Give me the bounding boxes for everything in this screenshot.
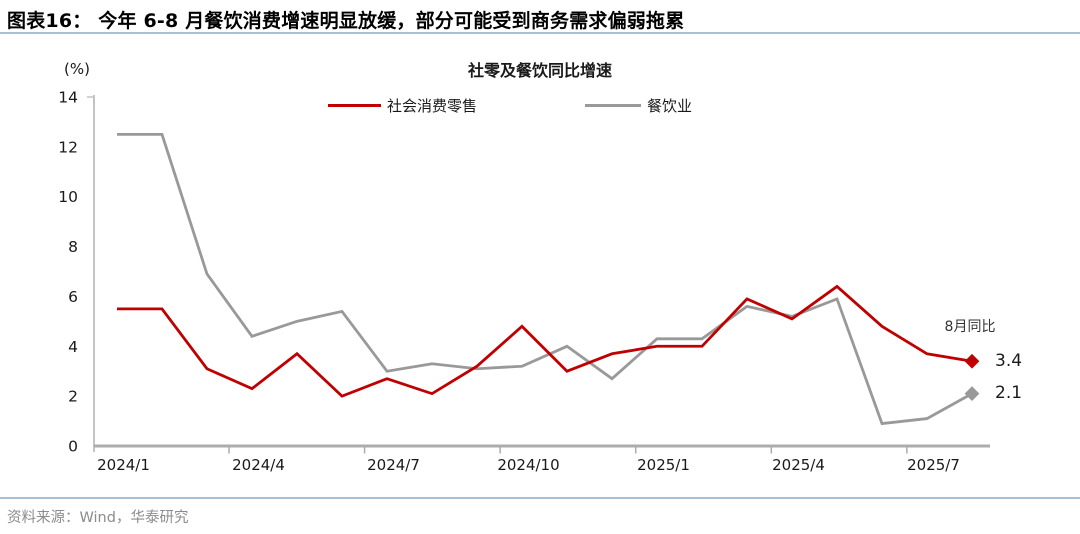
retail-line-swatch	[328, 103, 381, 107]
x-tick-label: 2025/4	[772, 456, 825, 474]
footer-rule	[0, 497, 1080, 499]
y-tick-label: 0	[68, 438, 78, 456]
end-value-catering: 2.1	[995, 383, 1023, 403]
legend-item-retail: 社会消费零售	[328, 96, 478, 115]
source-text: 资料来源：Wind，华泰研究	[7, 510, 189, 526]
end-value-retail: 3.4	[995, 351, 1023, 371]
y-tick-label: 8	[68, 238, 78, 256]
x-tick-label: 2025/1	[637, 456, 690, 474]
x-tick-label: 2024/1	[97, 456, 150, 474]
end-marker-diamond-1	[964, 386, 980, 402]
y-tick-label: 4	[68, 338, 78, 356]
y-tick-label: 10	[58, 188, 78, 206]
y-tick-label: 6	[68, 288, 78, 306]
legend-label-retail: 社会消费零售	[387, 96, 478, 115]
series-line-1	[117, 132, 973, 426]
legend-label-catering: 餐饮业	[647, 96, 693, 115]
chart-title: 社零及餐饮同比增速	[467, 61, 612, 80]
y-tick-label: 14	[58, 89, 78, 107]
series-line-0	[117, 284, 973, 398]
catering-line-swatch	[585, 103, 641, 107]
x-tick-label: 2024/4	[232, 456, 285, 474]
legend-item-catering: 餐饮业	[585, 96, 693, 115]
x-tick-label: 2025/7	[907, 456, 960, 474]
x-tick-label: 2024/7	[367, 456, 420, 474]
y-tick-label: 12	[58, 138, 78, 156]
end-marker-diamond-0	[964, 353, 980, 369]
x-tick-label: 2024/10	[497, 456, 559, 474]
figure-header-title: 图表16： 今年 6-8 月餐饮消费增速明显放缓，部分可能受到商务需求偏弱拖累	[7, 10, 685, 32]
annotation-august-yoy: 8月同比	[944, 319, 996, 335]
header-rule	[0, 32, 1080, 34]
y-axis-unit-label: (%)	[64, 60, 90, 78]
y-tick-label: 2	[68, 388, 78, 406]
